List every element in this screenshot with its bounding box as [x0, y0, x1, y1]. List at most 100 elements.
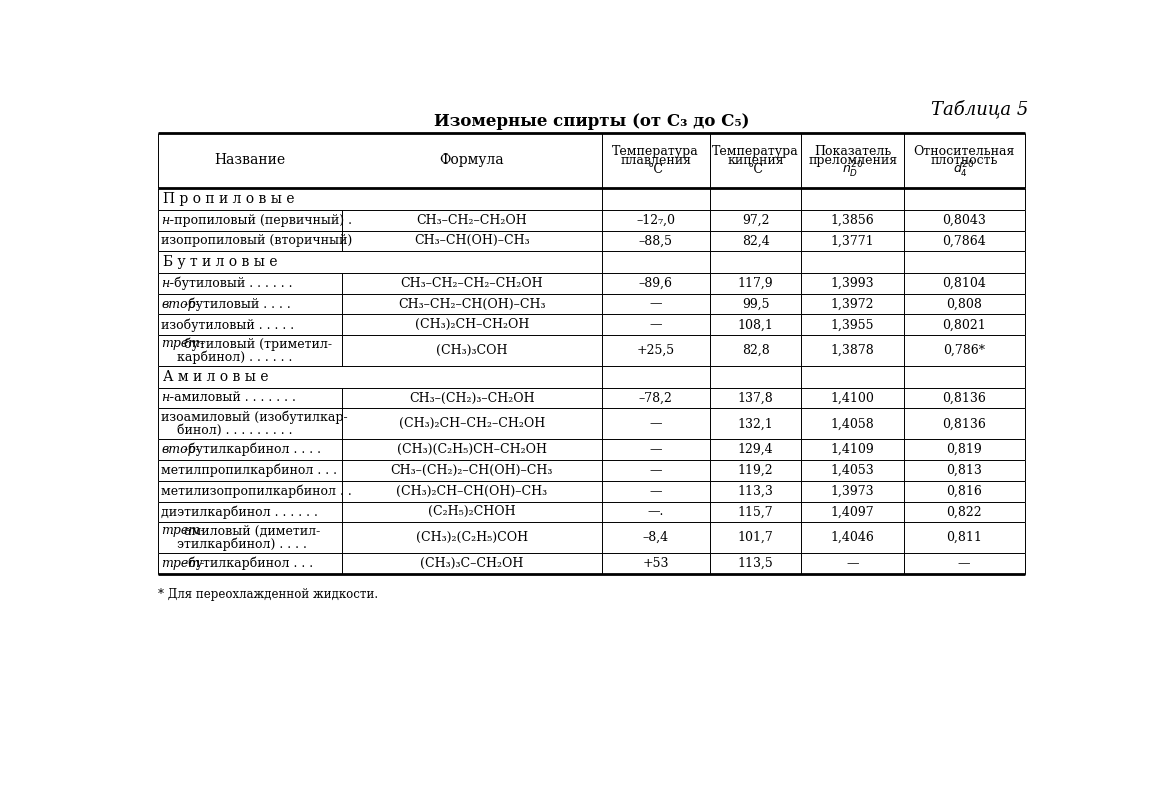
Text: °С: °С [647, 163, 664, 176]
Text: Изомерные спирты (от C₃ до C₅): Изомерные спирты (от C₃ до C₅) [434, 113, 749, 129]
Text: плотность: плотность [930, 154, 998, 167]
Text: 0,8043: 0,8043 [943, 214, 987, 227]
Text: преломления: преломления [808, 154, 897, 167]
Text: 132,1: 132,1 [737, 417, 773, 430]
Text: 115,7: 115,7 [737, 505, 773, 519]
Text: 1,4109: 1,4109 [831, 443, 875, 456]
Text: этилкарбинол) . . . .: этилкарбинол) . . . . [162, 538, 307, 551]
Text: CH₃–CH₂–CH(OH)–CH₃: CH₃–CH₂–CH(OH)–CH₃ [398, 298, 546, 310]
Text: °С: °С [748, 163, 764, 176]
Text: метилпропилкарбинол . . .: метилпропилкарбинол . . . [162, 464, 337, 477]
Text: (CH₃)₃COH: (CH₃)₃COH [436, 344, 508, 358]
Text: трет-: трет- [162, 338, 204, 350]
Text: 0,819: 0,819 [946, 443, 982, 456]
Text: 113,3: 113,3 [737, 484, 773, 498]
Text: Формула: Формула [440, 153, 504, 168]
Text: Б у т и л о в ы е: Б у т и л о в ы е [163, 255, 277, 269]
Text: —: — [650, 464, 662, 477]
Text: —: — [650, 417, 662, 430]
Text: 0,8021: 0,8021 [943, 318, 986, 331]
Text: изоамиловый (изобутилкар-: изоамиловый (изобутилкар- [162, 410, 347, 424]
Text: –88,5: –88,5 [639, 235, 673, 247]
Text: $d_4^{20}$: $d_4^{20}$ [953, 160, 975, 180]
Text: —: — [650, 484, 662, 498]
Text: 0,808: 0,808 [946, 298, 982, 310]
Text: 1,4058: 1,4058 [831, 417, 875, 430]
Text: –8,4: –8,4 [643, 531, 669, 544]
Text: 101,7: 101,7 [737, 531, 773, 544]
Text: -пропиловый (первичный) .: -пропиловый (первичный) . [171, 214, 352, 227]
Text: +25,5: +25,5 [637, 344, 675, 358]
Text: П р о п и л о в ы е: П р о п и л о в ы е [163, 192, 294, 206]
Text: диэтилкарбинол . . . . . .: диэтилкарбинол . . . . . . [162, 505, 319, 519]
Text: Температура: Температура [712, 144, 799, 158]
Text: бутиловый (триметил-: бутиловый (триметил- [183, 337, 332, 350]
Text: 137,8: 137,8 [737, 392, 773, 405]
Text: CH₃–(CH₂)₂–CH(OH)–CH₃: CH₃–(CH₂)₂–CH(OH)–CH₃ [390, 464, 553, 477]
Text: Относительная: Относительная [914, 144, 1014, 158]
Text: CH₃–(CH₂)₃–CH₂OH: CH₃–(CH₂)₃–CH₂OH [409, 392, 534, 405]
Text: карбинол) . . . . . .: карбинол) . . . . . . [162, 350, 293, 364]
Text: 1,3878: 1,3878 [831, 344, 875, 358]
Text: 108,1: 108,1 [737, 318, 773, 331]
Text: —: — [650, 298, 662, 310]
Text: 119,2: 119,2 [737, 464, 773, 477]
Text: 1,3856: 1,3856 [831, 214, 875, 227]
Text: (CH₃)₂CH–CH(OH)–CH₃: (CH₃)₂CH–CH(OH)–CH₃ [396, 484, 547, 498]
Text: 97,2: 97,2 [742, 214, 770, 227]
Text: трет-: трет- [162, 524, 204, 538]
Text: -амиловый . . . . . . .: -амиловый . . . . . . . [171, 392, 297, 405]
Text: амиловый (диметил-: амиловый (диметил- [183, 524, 320, 538]
Text: * Для переохлажденной жидкости.: * Для переохлажденной жидкости. [158, 588, 379, 601]
Text: 1,4097: 1,4097 [831, 505, 875, 519]
Text: 113,5: 113,5 [737, 557, 773, 570]
Text: -бутиловый . . . .: -бутиловый . . . . [183, 298, 291, 310]
Text: 0,8136: 0,8136 [943, 417, 987, 430]
Text: CH₃–CH(OH)–CH₃: CH₃–CH(OH)–CH₃ [414, 235, 530, 247]
Text: А м и л о в ы е: А м и л о в ы е [163, 369, 269, 384]
Text: 1,4053: 1,4053 [831, 464, 875, 477]
Text: Показатель: Показатель [814, 144, 891, 158]
Text: —.: —. [647, 505, 664, 519]
Text: изопропиловый (вторичный): изопропиловый (вторичный) [162, 235, 353, 247]
Text: 1,3973: 1,3973 [831, 484, 875, 498]
Text: CH₃–CH₂–CH₂OH: CH₃–CH₂–CH₂OH [417, 214, 527, 227]
Text: 1,3993: 1,3993 [831, 277, 875, 290]
Text: н-: н- [162, 277, 174, 290]
Text: трет-: трет- [162, 557, 204, 570]
Text: бинол) . . . . . . . . .: бинол) . . . . . . . . . [162, 424, 293, 437]
Text: плавления: плавления [620, 154, 691, 167]
Text: 0,8136: 0,8136 [943, 392, 987, 405]
Text: 1,3771: 1,3771 [831, 235, 875, 247]
Text: 1,3955: 1,3955 [831, 318, 875, 331]
Text: 0,816: 0,816 [946, 484, 982, 498]
Text: 82,4: 82,4 [742, 235, 770, 247]
Text: Название: Название [215, 153, 285, 168]
Text: $n_D^{20}$: $n_D^{20}$ [842, 160, 863, 180]
Text: 0,8104: 0,8104 [943, 277, 987, 290]
Text: (CH₃)₂CH–CH₂–CH₂OH: (CH₃)₂CH–CH₂–CH₂OH [398, 417, 545, 430]
Text: н-: н- [162, 214, 174, 227]
Text: –78,2: –78,2 [639, 392, 673, 405]
Text: -бутилкарбинол . . . .: -бутилкарбинол . . . . [183, 443, 321, 456]
Text: —: — [958, 557, 971, 570]
Text: —: — [650, 443, 662, 456]
Text: (C₂H₅)₂CHOH: (C₂H₅)₂CHOH [428, 505, 516, 519]
Text: 0,822: 0,822 [946, 505, 982, 519]
Text: 0,813: 0,813 [946, 464, 982, 477]
Text: 0,811: 0,811 [946, 531, 982, 544]
Text: 99,5: 99,5 [742, 298, 770, 310]
Text: изобутиловый . . . . .: изобутиловый . . . . . [162, 318, 294, 332]
Text: –12₇,0: –12₇,0 [636, 214, 675, 227]
Text: (CH₃)(C₂H₅)CH–CH₂OH: (CH₃)(C₂H₅)CH–CH₂OH [397, 443, 547, 456]
Text: 117,9: 117,9 [737, 277, 773, 290]
Text: втор-: втор- [162, 443, 200, 456]
Text: 0,7864: 0,7864 [943, 235, 986, 247]
Text: 0,786*: 0,786* [943, 344, 986, 358]
Text: (CH₃)₂(C₂H₅)COH: (CH₃)₂(C₂H₅)COH [415, 531, 527, 544]
Text: кипения: кипения [727, 154, 784, 167]
Text: 82,8: 82,8 [742, 344, 770, 358]
Text: —: — [846, 557, 859, 570]
Text: (CH₃)₂CH–CH₂OH: (CH₃)₂CH–CH₂OH [414, 318, 529, 331]
Text: н-: н- [162, 392, 174, 405]
